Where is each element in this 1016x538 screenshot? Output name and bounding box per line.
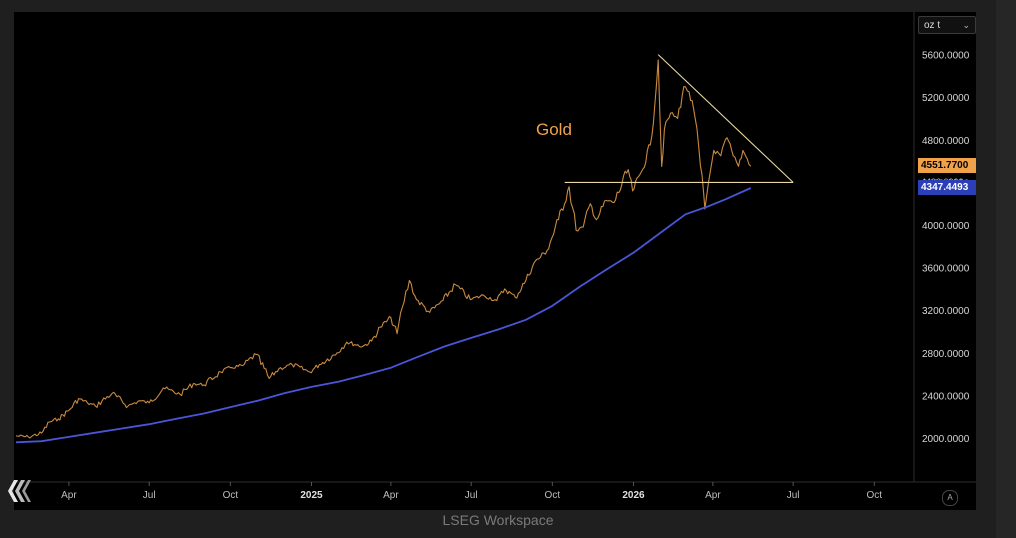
x-tick-label: Apr bbox=[61, 490, 77, 501]
ma-last-value-tag: 4347.4493 bbox=[918, 180, 976, 195]
auto-scale-button[interactable]: A bbox=[942, 490, 958, 506]
chart-title: Gold bbox=[536, 120, 572, 139]
x-tick-label: Apr bbox=[705, 490, 721, 501]
x-tick-label: 2026 bbox=[622, 490, 645, 501]
x-tick-label: Apr bbox=[383, 490, 399, 501]
support-level-tag: 4400.0000 bbox=[918, 174, 976, 181]
y-tick-label: 3200.0000 bbox=[922, 306, 970, 317]
x-tick-label: Jul bbox=[143, 490, 156, 501]
chart-panel[interactable]: 2000.0000 2400.0000 2800.0000 3200.0000 3600… bbox=[14, 12, 976, 510]
unit-dropdown[interactable]: oz t ⌄ bbox=[918, 16, 976, 34]
y-tick-label: 2000.0000 bbox=[922, 434, 970, 445]
lseg-logo-icon bbox=[8, 480, 31, 502]
y-tick-label: 5200.0000 bbox=[922, 93, 970, 104]
gold-price-line bbox=[15, 59, 752, 439]
price-chart[interactable]: 2000.0000 2400.0000 2800.0000 3200.0000 3600… bbox=[14, 12, 976, 510]
x-tick-label: Oct bbox=[867, 490, 883, 501]
unit-dropdown-value: oz t bbox=[924, 19, 941, 31]
y-tick-label: 4800.0000 bbox=[922, 136, 970, 147]
resistance-trendline bbox=[657, 54, 794, 183]
x-tick-label: Jul bbox=[465, 490, 478, 501]
chevron-down-icon: ⌄ bbox=[962, 19, 970, 30]
moving-average-line bbox=[15, 187, 752, 444]
y-tick-label: 4000.0000 bbox=[922, 221, 970, 232]
x-tick-label: Oct bbox=[223, 490, 239, 501]
gold-last-price-tag: 4551.7700 bbox=[918, 158, 976, 173]
footer-brand: LSEG Workspace bbox=[442, 512, 554, 528]
y-tick-label: 5600.0000 bbox=[922, 51, 970, 62]
x-tick-label: Jul bbox=[787, 490, 800, 501]
y-tick-label: 2400.0000 bbox=[922, 391, 970, 402]
x-tick-label: Oct bbox=[545, 490, 561, 501]
y-tick-label: 3600.0000 bbox=[922, 264, 970, 275]
x-tick-label: 2025 bbox=[300, 490, 323, 501]
y-tick-label: 2800.0000 bbox=[922, 349, 970, 360]
scroll-strip bbox=[996, 0, 1016, 538]
